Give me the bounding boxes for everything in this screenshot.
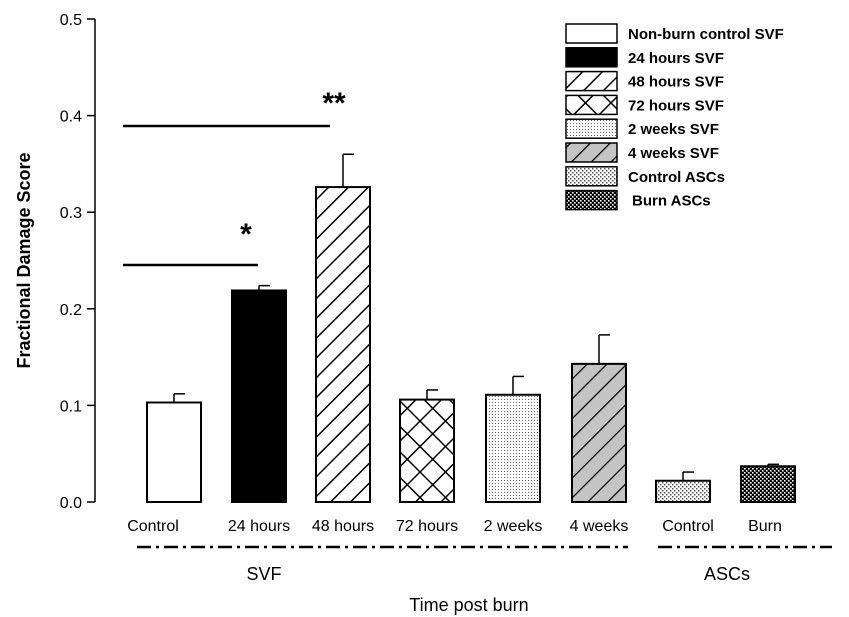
legend-swatch-5 bbox=[565, 118, 618, 139]
legend-swatch-3 bbox=[565, 70, 618, 92]
legend-label: Burn ASCs bbox=[632, 193, 711, 210]
legend-label: 72 hours SVF bbox=[628, 97, 724, 114]
y-tick-label: 0.0 bbox=[60, 495, 82, 512]
x-tick-label: Burn bbox=[748, 518, 782, 535]
y-tick-label: 0.2 bbox=[60, 302, 82, 319]
y-tick-label: 0.5 bbox=[60, 12, 82, 29]
legend-label: Control ASCs bbox=[628, 169, 725, 186]
legend: Non-burn control SVF 24 hours SVF 48 hours… bbox=[565, 23, 784, 211]
y-tick-label: 0.1 bbox=[60, 398, 82, 415]
bar-6 bbox=[571, 362, 627, 503]
x-tick-label: 48 hours bbox=[312, 518, 374, 535]
legend-swatch-4 bbox=[565, 94, 618, 116]
bar-4 bbox=[399, 398, 455, 504]
legend-swatch-6 bbox=[565, 142, 618, 163]
legend-swatch-7 bbox=[565, 166, 618, 187]
x-axis-title: Time post burn bbox=[409, 595, 528, 615]
x-tick-label: 4 weeks bbox=[570, 518, 629, 535]
y-tick-label: 0.3 bbox=[60, 205, 82, 222]
legend-label: 48 hours SVF bbox=[628, 74, 724, 91]
x-tick-label: 24 hours bbox=[228, 518, 290, 535]
x-tick-label: Control bbox=[662, 518, 714, 535]
legend-label: 24 hours SVF bbox=[628, 50, 724, 67]
group-label: ASCs bbox=[704, 564, 750, 584]
bar-7 bbox=[655, 479, 711, 503]
bar-5 bbox=[485, 393, 541, 503]
bar-3 bbox=[315, 186, 371, 503]
axes: 0.0 0.1 0.2 0.3 0.4 0.5 bbox=[60, 12, 96, 512]
significance-marker: * bbox=[240, 218, 252, 251]
significance-marker: ** bbox=[322, 87, 346, 120]
bar-8 bbox=[740, 465, 796, 503]
bar-2 bbox=[231, 289, 287, 504]
legend-label: Non-burn control SVF bbox=[628, 26, 784, 43]
legend-swatch-8 bbox=[565, 189, 618, 211]
legend-label: 2 weeks SVF bbox=[628, 121, 719, 138]
x-tick-label: 72 hours bbox=[396, 518, 458, 535]
bars bbox=[146, 153, 796, 504]
x-tick-label: 2 weeks bbox=[484, 518, 543, 535]
legend-swatch-1 bbox=[565, 23, 618, 44]
labels: Fractional Damage Score Control 24 hours 48… bbox=[14, 87, 832, 615]
x-tick-label: Control bbox=[127, 518, 179, 535]
legend-swatch-2 bbox=[565, 47, 618, 68]
bar-1 bbox=[146, 401, 202, 504]
group-label: SVF bbox=[246, 564, 281, 584]
y-tick-label: 0.4 bbox=[60, 109, 82, 126]
legend-label: 4 weeks SVF bbox=[628, 145, 719, 162]
y-axis-title: Fractional Damage Score bbox=[14, 152, 34, 368]
